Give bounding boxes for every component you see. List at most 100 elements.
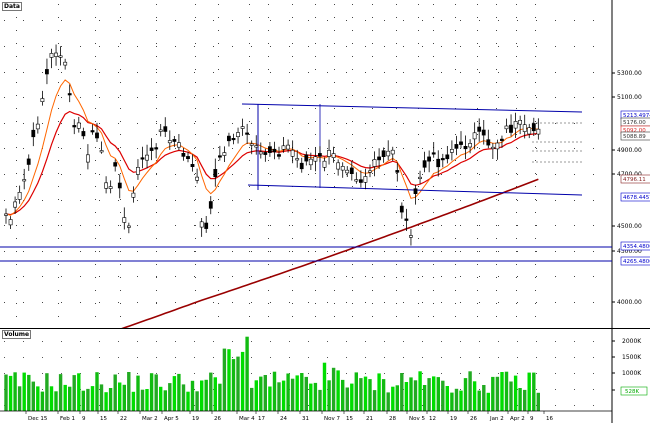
- volume-bar[interactable]: [31, 381, 35, 411]
- candlestick[interactable]: [95, 122, 99, 142]
- candlestick[interactable]: [317, 146, 322, 163]
- volume-bar[interactable]: [463, 378, 468, 411]
- volume-bar[interactable]: [250, 387, 254, 411]
- volume-bar[interactable]: [36, 386, 40, 411]
- candlestick[interactable]: [76, 116, 81, 133]
- volume-bar[interactable]: [277, 382, 281, 411]
- volume-bar[interactable]: [432, 376, 436, 411]
- volume-bar[interactable]: [231, 359, 236, 411]
- candlestick[interactable]: [427, 150, 432, 173]
- volume-bar[interactable]: [536, 392, 540, 411]
- candlestick[interactable]: [490, 143, 495, 159]
- volume-bar[interactable]: [395, 385, 399, 411]
- volume-bar[interactable]: [68, 386, 72, 411]
- candlestick[interactable]: [4, 208, 8, 224]
- candlestick[interactable]: [254, 135, 259, 155]
- candlestick[interactable]: [408, 229, 413, 246]
- volume-bar[interactable]: [381, 379, 386, 411]
- candlestick[interactable]: [349, 161, 354, 181]
- volume-bar[interactable]: [532, 372, 536, 411]
- candlestick[interactable]: [477, 118, 482, 142]
- candlestick[interactable]: [13, 196, 18, 215]
- volume-bar[interactable]: [204, 379, 208, 411]
- volume-bar[interactable]: [391, 386, 395, 411]
- candlestick[interactable]: [304, 151, 309, 166]
- volume-bar[interactable]: [459, 390, 463, 411]
- volume-bar[interactable]: [63, 384, 67, 411]
- candlestick[interactable]: [481, 120, 486, 145]
- volume-bar[interactable]: [159, 386, 163, 411]
- candlestick[interactable]: [281, 137, 286, 153]
- volume-bar[interactable]: [149, 373, 154, 411]
- volume-bar[interactable]: [213, 377, 217, 411]
- volume-bar[interactable]: [118, 382, 122, 412]
- volume-bar[interactable]: [468, 371, 472, 411]
- candlestick[interactable]: [199, 218, 204, 237]
- volume-bar[interactable]: [336, 370, 340, 411]
- volume-bar[interactable]: [45, 373, 49, 411]
- volume-bar[interactable]: [186, 391, 190, 411]
- candlestick[interactable]: [149, 138, 154, 161]
- candlestick[interactable]: [399, 202, 404, 219]
- volume-bar[interactable]: [313, 382, 318, 411]
- volume-bar[interactable]: [200, 380, 204, 412]
- volume-bar[interactable]: [145, 389, 149, 411]
- panel-splitter[interactable]: [0, 328, 650, 329]
- volume-bar[interactable]: [72, 375, 76, 411]
- candlestick[interactable]: [445, 146, 450, 164]
- candlestick[interactable]: [499, 135, 504, 148]
- volume-bar[interactable]: [327, 380, 331, 411]
- candlestick[interactable]: [290, 140, 295, 164]
- candlestick[interactable]: [117, 174, 122, 199]
- candlestick[interactable]: [131, 186, 136, 203]
- candlestick[interactable]: [286, 139, 291, 153]
- volume-bar[interactable]: [104, 392, 108, 411]
- volume-bar[interactable]: [54, 391, 58, 411]
- candlestick[interactable]: [527, 123, 532, 139]
- candlestick[interactable]: [354, 172, 359, 184]
- candlestick[interactable]: [518, 115, 523, 135]
- volume-bar[interactable]: [40, 391, 45, 411]
- candlestick[interactable]: [31, 122, 36, 147]
- candlestick[interactable]: [522, 114, 527, 139]
- candlestick[interactable]: [395, 162, 400, 182]
- volume-bar[interactable]: [13, 372, 17, 411]
- volume-bar[interactable]: [17, 386, 22, 411]
- candlestick[interactable]: [386, 140, 391, 161]
- volume-bar[interactable]: [304, 376, 308, 411]
- volume-bar[interactable]: [140, 389, 145, 411]
- volume-bar[interactable]: [486, 392, 490, 411]
- candlestick[interactable]: [90, 124, 95, 135]
- candlestick[interactable]: [272, 141, 277, 160]
- candlestick[interactable]: [277, 146, 281, 160]
- volume-bar[interactable]: [90, 386, 95, 411]
- candlestick[interactable]: [26, 154, 31, 171]
- candlestick[interactable]: [454, 135, 459, 156]
- volume-bar[interactable]: [168, 383, 172, 411]
- volume-bar[interactable]: [523, 389, 527, 411]
- volume-bar[interactable]: [236, 356, 240, 411]
- volume-bar[interactable]: [341, 379, 345, 411]
- candlestick[interactable]: [509, 114, 513, 137]
- volume-bar[interactable]: [240, 351, 245, 411]
- candlestick[interactable]: [258, 142, 263, 159]
- volume-bar[interactable]: [491, 376, 495, 411]
- volume-bar[interactable]: [318, 389, 322, 411]
- candlestick[interactable]: [154, 143, 159, 159]
- volume-bar[interactable]: [436, 377, 440, 411]
- candlestick[interactable]: [363, 168, 368, 190]
- volume-bar[interactable]: [450, 392, 454, 411]
- candlestick[interactable]: [40, 90, 45, 106]
- volume-bar[interactable]: [409, 377, 413, 411]
- candlestick[interactable]: [227, 132, 231, 147]
- volume-bar[interactable]: [127, 372, 131, 411]
- candlestick[interactable]: [49, 48, 54, 69]
- volume-bar[interactable]: [27, 374, 31, 411]
- volume-bar[interactable]: [86, 388, 90, 411]
- volume-bar[interactable]: [477, 390, 481, 411]
- candlestick[interactable]: [122, 207, 127, 230]
- candlestick[interactable]: [113, 159, 118, 172]
- volume-bar[interactable]: [177, 373, 181, 411]
- channel-top-line[interactable]: [241, 103, 583, 113]
